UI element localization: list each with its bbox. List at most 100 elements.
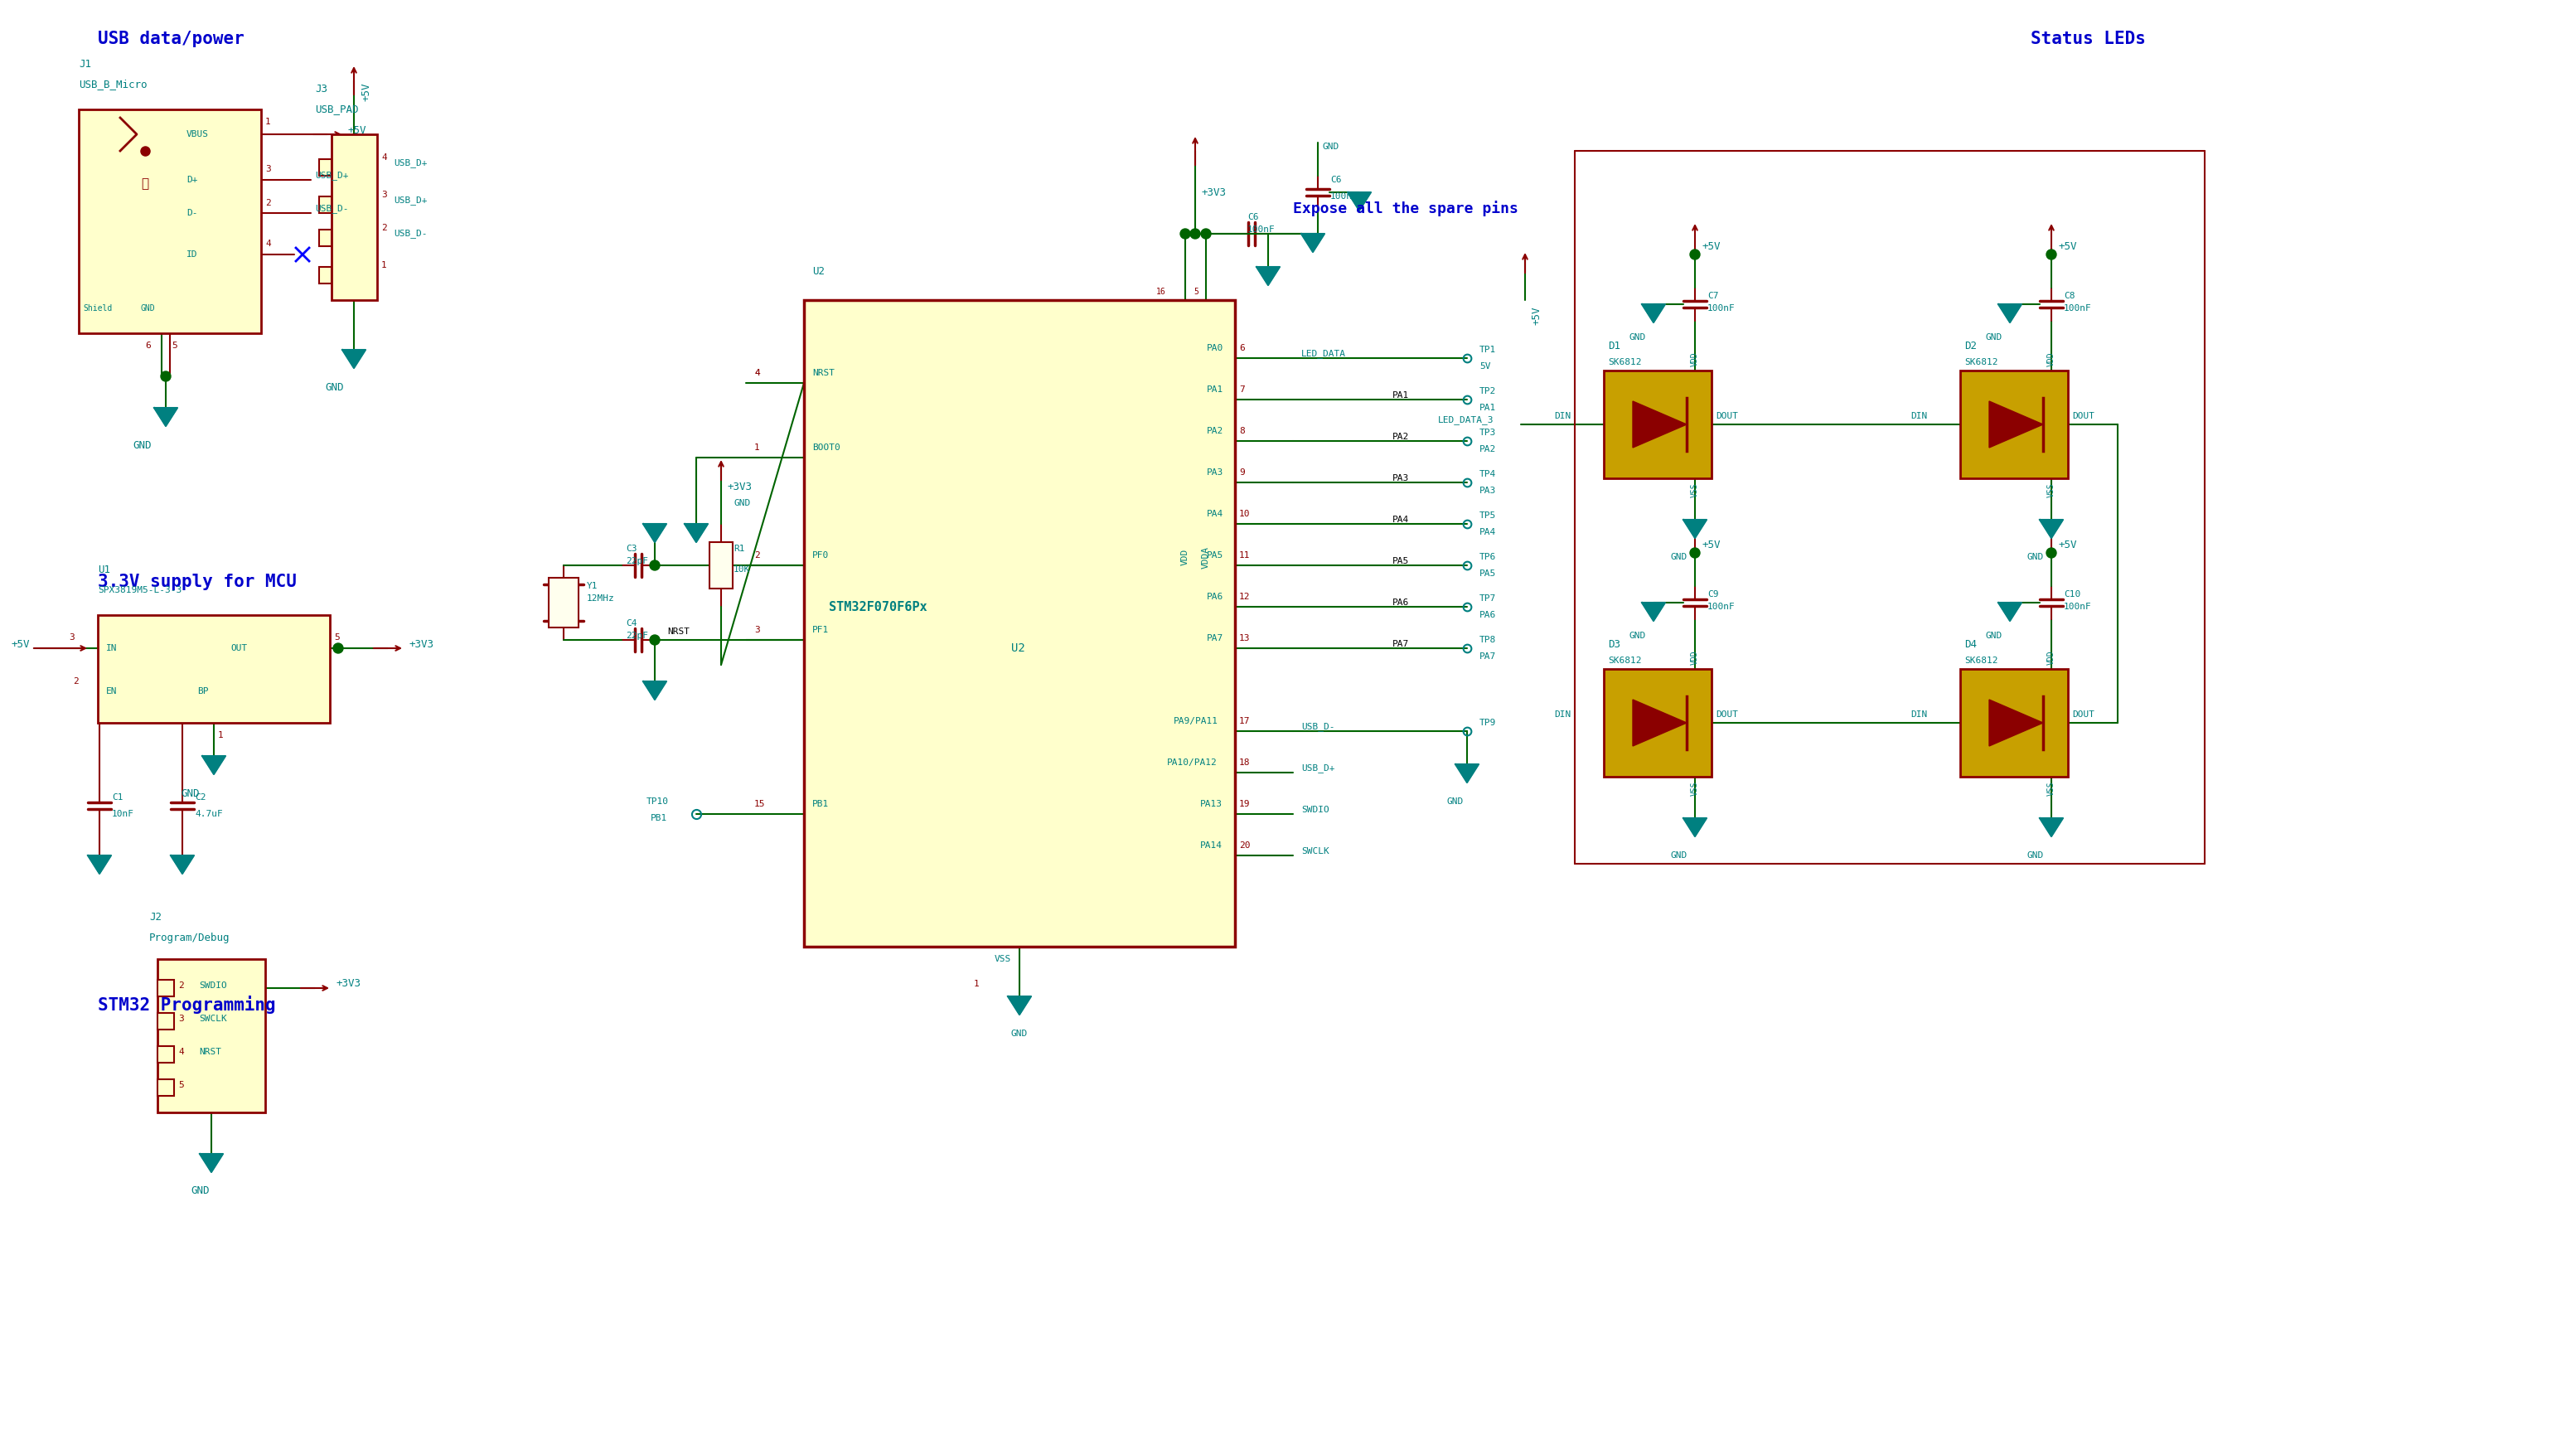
Circle shape	[1180, 228, 1190, 238]
Text: VSS: VSS	[2048, 781, 2056, 796]
Text: PA6: PA6	[1206, 592, 1224, 601]
Text: TP7: TP7	[1479, 595, 1497, 602]
Text: +5V: +5V	[361, 82, 371, 101]
Polygon shape	[343, 349, 366, 368]
Bar	[708, 542, 732, 589]
Text: 22pF: 22pF	[626, 557, 649, 566]
Text: J3: J3	[314, 84, 327, 94]
Polygon shape	[1989, 700, 2043, 747]
Text: DIN: DIN	[1911, 412, 1927, 420]
Text: LED_DATA_3: LED_DATA_3	[1437, 416, 1494, 425]
Text: 6: 6	[144, 342, 149, 349]
Text: 100nF: 100nF	[1708, 602, 1736, 611]
Text: GND: GND	[1321, 143, 1340, 150]
Text: +3V3: +3V3	[410, 638, 433, 650]
Text: TP2: TP2	[1479, 387, 1497, 396]
Polygon shape	[644, 682, 667, 700]
Polygon shape	[2040, 520, 2063, 539]
Text: 10nF: 10nF	[111, 810, 134, 819]
Text: DOUT: DOUT	[1716, 412, 1739, 420]
Text: Status LEDs: Status LEDs	[2030, 30, 2146, 48]
Text: +5V: +5V	[2058, 241, 2076, 251]
Text: R1: R1	[734, 544, 744, 553]
Text: PA2: PA2	[1394, 433, 1409, 440]
Bar	[157, 1079, 175, 1096]
Text: 12: 12	[1239, 592, 1249, 601]
Bar	[157, 980, 175, 996]
Text: PA7: PA7	[1206, 634, 1224, 643]
Text: SK6812: SK6812	[1965, 657, 1999, 664]
Bar	[1605, 371, 1710, 478]
Text: +5V: +5V	[1703, 241, 1721, 251]
Bar	[549, 578, 580, 628]
Text: 8: 8	[1239, 427, 1244, 435]
Text: PA3: PA3	[1394, 474, 1409, 482]
Circle shape	[1690, 547, 1700, 557]
Text: 3: 3	[178, 1015, 183, 1022]
Text: 1: 1	[381, 261, 386, 270]
Text: 18: 18	[1239, 758, 1249, 767]
Text: VDD: VDD	[1690, 650, 1700, 664]
Text: USB_D+: USB_D+	[394, 159, 428, 168]
Text: GND: GND	[2027, 553, 2043, 562]
Bar	[804, 300, 1234, 947]
Text: U1: U1	[98, 565, 111, 575]
Polygon shape	[1682, 520, 1705, 539]
Text: 4: 4	[265, 240, 270, 248]
Bar	[1960, 669, 2069, 777]
Text: VBUS: VBUS	[185, 130, 209, 139]
Text: D3: D3	[1607, 638, 1620, 650]
Text: C6: C6	[1247, 214, 1260, 221]
Text: NRST: NRST	[667, 628, 690, 635]
Text: 4: 4	[381, 153, 386, 162]
Text: TP9: TP9	[1479, 719, 1497, 726]
Text: GND: GND	[1669, 553, 1687, 562]
Text: Y1: Y1	[587, 582, 598, 591]
Text: PA4: PA4	[1206, 510, 1224, 518]
Text: +3V3: +3V3	[726, 481, 752, 492]
Text: C6: C6	[1329, 176, 1342, 183]
Text: PA6: PA6	[1479, 611, 1497, 619]
Text: +3V3: +3V3	[1203, 186, 1226, 198]
Text: 7: 7	[1239, 386, 1244, 394]
Text: TP5: TP5	[1479, 511, 1497, 520]
Text: USB_D-: USB_D-	[314, 205, 348, 214]
Circle shape	[649, 635, 659, 645]
Text: Shield: Shield	[82, 305, 113, 312]
Text: 17: 17	[1239, 718, 1249, 725]
Text: STM32 Programming: STM32 Programming	[98, 995, 276, 1014]
Text: PA10/PA12: PA10/PA12	[1167, 758, 1218, 767]
Text: DIN: DIN	[1911, 710, 1927, 719]
Text: PA0: PA0	[1206, 344, 1224, 352]
Text: IN: IN	[106, 644, 118, 653]
Text: Program/Debug: Program/Debug	[149, 933, 229, 944]
Polygon shape	[155, 407, 178, 426]
Text: EN: EN	[106, 687, 118, 696]
Text: 20: 20	[1239, 842, 1249, 849]
Text: USB_B_Micro: USB_B_Micro	[80, 79, 147, 90]
Text: 100nF: 100nF	[2063, 602, 2092, 611]
Text: USB data/power: USB data/power	[98, 30, 245, 48]
Polygon shape	[1989, 401, 2043, 448]
Text: 5: 5	[173, 342, 178, 349]
Text: 4: 4	[755, 368, 760, 377]
Text: C9: C9	[1708, 591, 1718, 598]
Text: ⬛: ⬛	[142, 178, 149, 191]
Text: TP3: TP3	[1479, 429, 1497, 438]
Text: SWCLK: SWCLK	[198, 1015, 227, 1022]
Text: 2: 2	[381, 224, 386, 232]
Text: 11: 11	[1239, 552, 1249, 559]
Text: GND: GND	[1012, 1030, 1028, 1038]
Text: GND: GND	[1669, 852, 1687, 859]
Text: GND: GND	[1986, 631, 2002, 640]
Circle shape	[649, 560, 659, 570]
Polygon shape	[1633, 700, 1687, 747]
Text: VSS: VSS	[2048, 482, 2056, 497]
Text: 22pF: 22pF	[626, 631, 649, 640]
Text: 19: 19	[1239, 800, 1249, 809]
Text: 100nF: 100nF	[1708, 305, 1736, 312]
Text: DIN: DIN	[1553, 710, 1571, 719]
Text: 3: 3	[265, 165, 270, 173]
Text: D-: D-	[185, 209, 198, 217]
Polygon shape	[1999, 305, 2022, 322]
